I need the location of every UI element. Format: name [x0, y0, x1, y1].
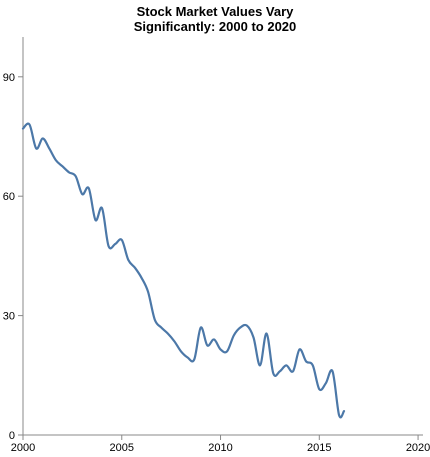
y-tick-label: 30	[3, 311, 15, 323]
x-tick-label: 2020	[406, 442, 430, 454]
x-tick-label: 2005	[110, 442, 134, 454]
y-tick-label: 0	[9, 430, 15, 442]
x-tick-label: 2000	[11, 442, 35, 454]
chart-title-line-1: Stock Market Values Vary	[136, 4, 294, 19]
y-tick-label: 60	[3, 191, 15, 203]
y-tick-label: 90	[3, 72, 15, 84]
x-tick-label: 2010	[208, 442, 232, 454]
x-tick-label: 2015	[307, 442, 331, 454]
series-line	[21, 122, 346, 419]
chart-title-line-2: Significantly: 2000 to 2020	[133, 19, 297, 34]
